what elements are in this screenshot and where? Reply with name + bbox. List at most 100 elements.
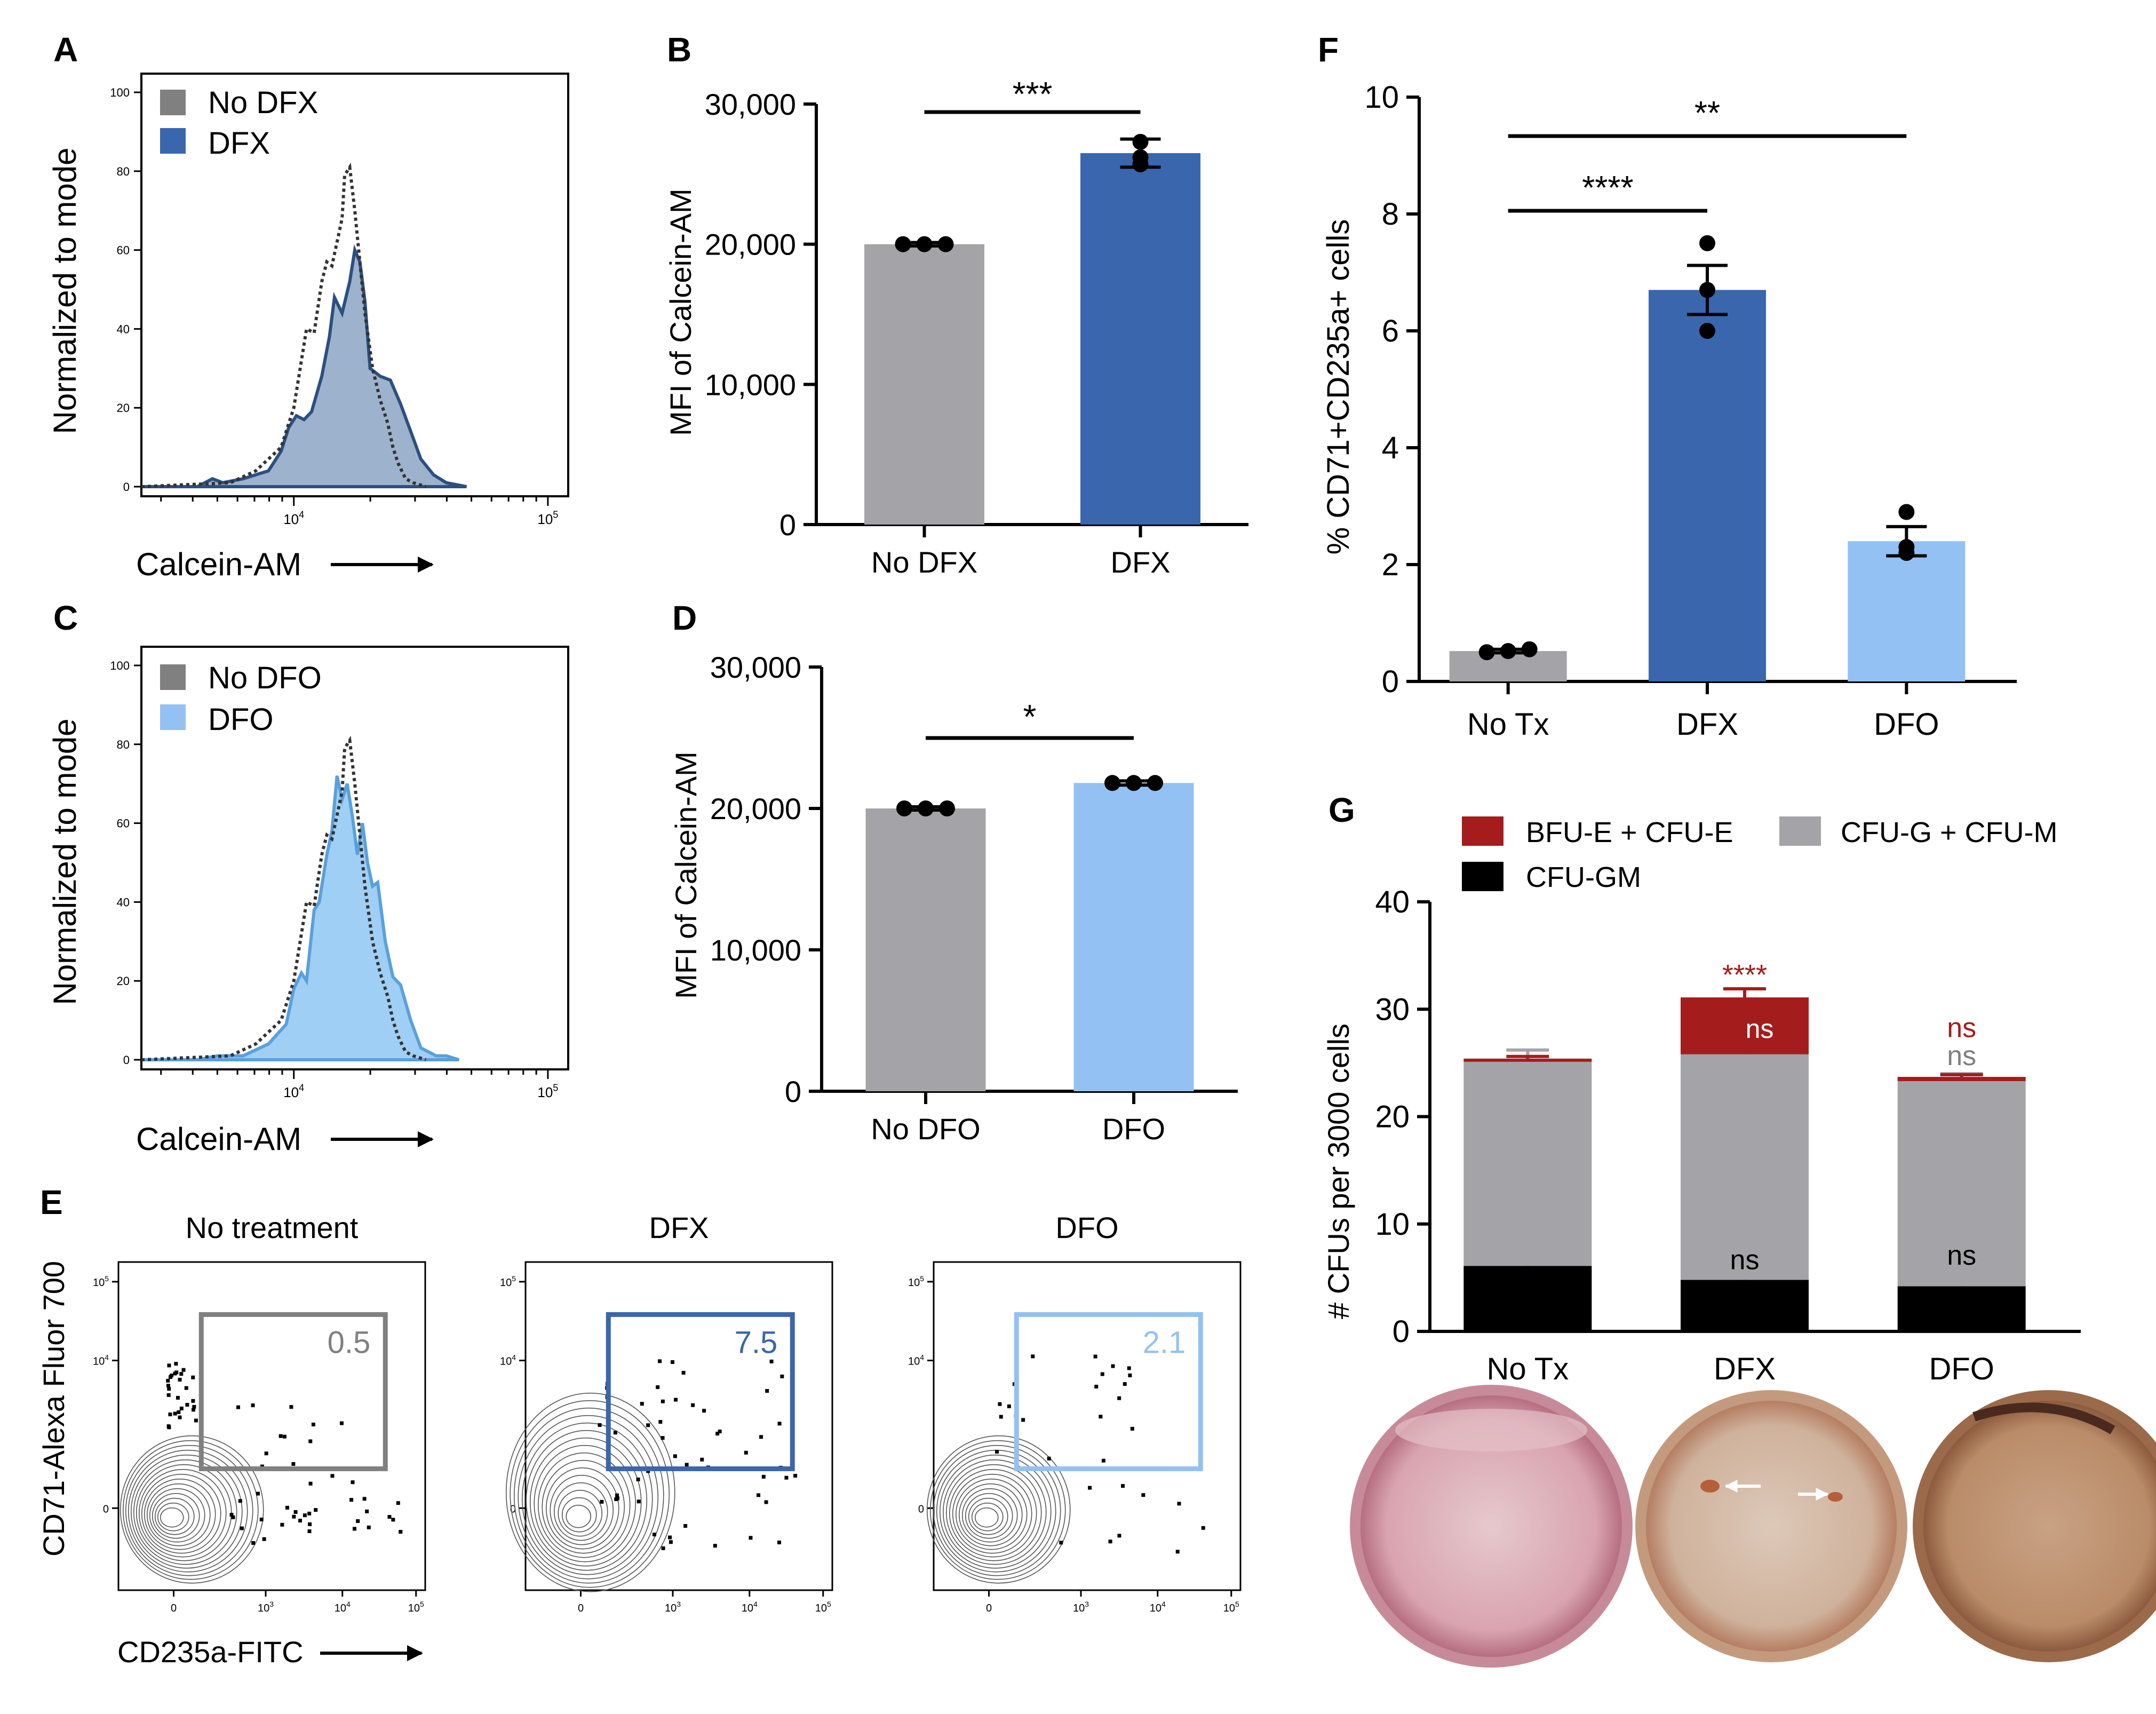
event-dot — [169, 1374, 173, 1378]
event-dot — [259, 1518, 264, 1522]
x-tick-label: 105 — [815, 1600, 831, 1614]
event-dot — [173, 1411, 177, 1416]
event-dot — [1093, 1354, 1097, 1359]
stacked-bar-segment — [1897, 1286, 2026, 1331]
contour-line — [521, 1422, 653, 1575]
event-dot — [191, 1375, 195, 1379]
event-dot — [777, 1541, 781, 1545]
x-tick-label: DFX — [1676, 707, 1738, 742]
event-dot — [236, 1405, 240, 1409]
stacked-bar-segment — [1681, 997, 1809, 1054]
contour-line — [561, 1497, 597, 1533]
contour-line — [566, 1504, 592, 1528]
event-dot — [387, 1514, 392, 1519]
x-tick-label-exp: 4 — [1161, 1600, 1166, 1608]
panel-letter-e: E — [40, 1183, 63, 1221]
event-dot — [793, 1473, 798, 1478]
gate-box — [1014, 1312, 1203, 1471]
gate-percentage: 0.5 — [328, 1325, 371, 1360]
x-tick-label: 105 — [537, 509, 558, 527]
x-tick-label: 104 — [1150, 1600, 1166, 1614]
x-tick-label-exp: 3 — [1085, 1600, 1089, 1608]
y-tick-label: 20 — [117, 974, 130, 988]
event-dot — [637, 1499, 641, 1504]
contour-line — [130, 1454, 243, 1569]
panel-d-bar-chart: MFI of Calcein-AM 0 10,000 20,000 30,000 No … — [669, 650, 1238, 1146]
event-dot — [1123, 1382, 1127, 1386]
significance-label: ** — [1694, 95, 1720, 132]
event-dot — [262, 1537, 266, 1541]
contour-line — [154, 1497, 195, 1535]
contour-line — [968, 1497, 1008, 1535]
data-point — [1521, 641, 1538, 657]
event-dot — [176, 1395, 180, 1400]
x-tick-label: 0 — [578, 1602, 584, 1614]
legend-swatch-no-dfo — [160, 664, 186, 690]
significance-label: **** — [1582, 170, 1634, 207]
event-dot — [670, 1360, 674, 1364]
event-dot — [1117, 1396, 1121, 1400]
event-dot — [761, 1474, 766, 1479]
contour-line — [929, 1440, 1066, 1580]
y-tick-label-exp: 4 — [512, 1353, 516, 1362]
stacked-bar-segment — [1463, 1266, 1592, 1331]
event-dot — [181, 1368, 186, 1372]
y-tick-label: 10 — [1375, 1207, 1410, 1242]
data-point — [896, 800, 912, 816]
event-dot — [330, 1474, 335, 1478]
event-dot — [1094, 1384, 1099, 1388]
event-dot — [168, 1413, 172, 1417]
x-tick-label: DFX — [1714, 1352, 1776, 1386]
x-tick-label: 103 — [665, 1600, 681, 1614]
event-dot — [352, 1527, 356, 1531]
event-dot — [1175, 1550, 1180, 1554]
event-dot — [998, 1402, 1002, 1406]
event-dot — [280, 1522, 284, 1527]
event-dot — [764, 1500, 768, 1504]
y-tick-label: 80 — [117, 738, 130, 751]
data-point — [1898, 504, 1915, 520]
x-tick-label: 105 — [408, 1600, 424, 1614]
x-tick-label: No DFO — [871, 1112, 980, 1146]
data-point — [1898, 545, 1915, 561]
legend-swatch-cfu-gm — [1462, 862, 1503, 891]
event-dot — [166, 1384, 170, 1388]
dfo-histogram-area — [141, 775, 460, 1061]
event-dot — [681, 1371, 686, 1375]
bar — [1073, 783, 1194, 1091]
data-point — [1132, 133, 1149, 150]
event-dot — [167, 1387, 171, 1391]
gate-percentage: 7.5 — [735, 1325, 778, 1360]
event-dot — [1101, 1458, 1105, 1463]
x-tick-label: 0 — [171, 1602, 177, 1614]
event-dot — [298, 1519, 303, 1523]
y-tick-label: 10 — [1364, 80, 1399, 115]
y-tick-label: 0 — [103, 1503, 109, 1515]
event-dot — [780, 1374, 784, 1378]
event-dot — [777, 1422, 782, 1426]
event-dot — [685, 1463, 689, 1467]
event-dot — [598, 1423, 602, 1427]
y-tick-label: 0 — [918, 1503, 924, 1515]
y-axis-label: % CD71+CD235a+ cells — [1321, 219, 1356, 555]
x-axis-label: Calcein-AM — [136, 546, 301, 582]
data-point — [918, 800, 934, 816]
data-point — [895, 236, 911, 252]
x-tick-label: 104 — [283, 509, 304, 527]
panel-c-histogram: 100 80 60 40 20 0 104 105 No DFO DFO Normalize… — [47, 646, 569, 1157]
gate-box — [198, 1312, 388, 1471]
data-point — [1126, 775, 1142, 791]
y-tick-label: 105 — [93, 1274, 109, 1289]
data-point — [939, 800, 955, 816]
contour-line — [122, 1440, 259, 1580]
contour-line — [157, 1502, 189, 1532]
x-tick-label-exp: 5 — [1235, 1600, 1239, 1608]
data-point — [1147, 775, 1163, 791]
y-tick-label: 0 — [123, 1053, 130, 1067]
event-dot — [995, 1449, 999, 1454]
event-dot — [613, 1431, 617, 1435]
event-dot — [673, 1454, 677, 1458]
panel-c-frame — [140, 646, 569, 1070]
event-dot — [282, 1434, 287, 1439]
data-point — [1500, 643, 1516, 660]
